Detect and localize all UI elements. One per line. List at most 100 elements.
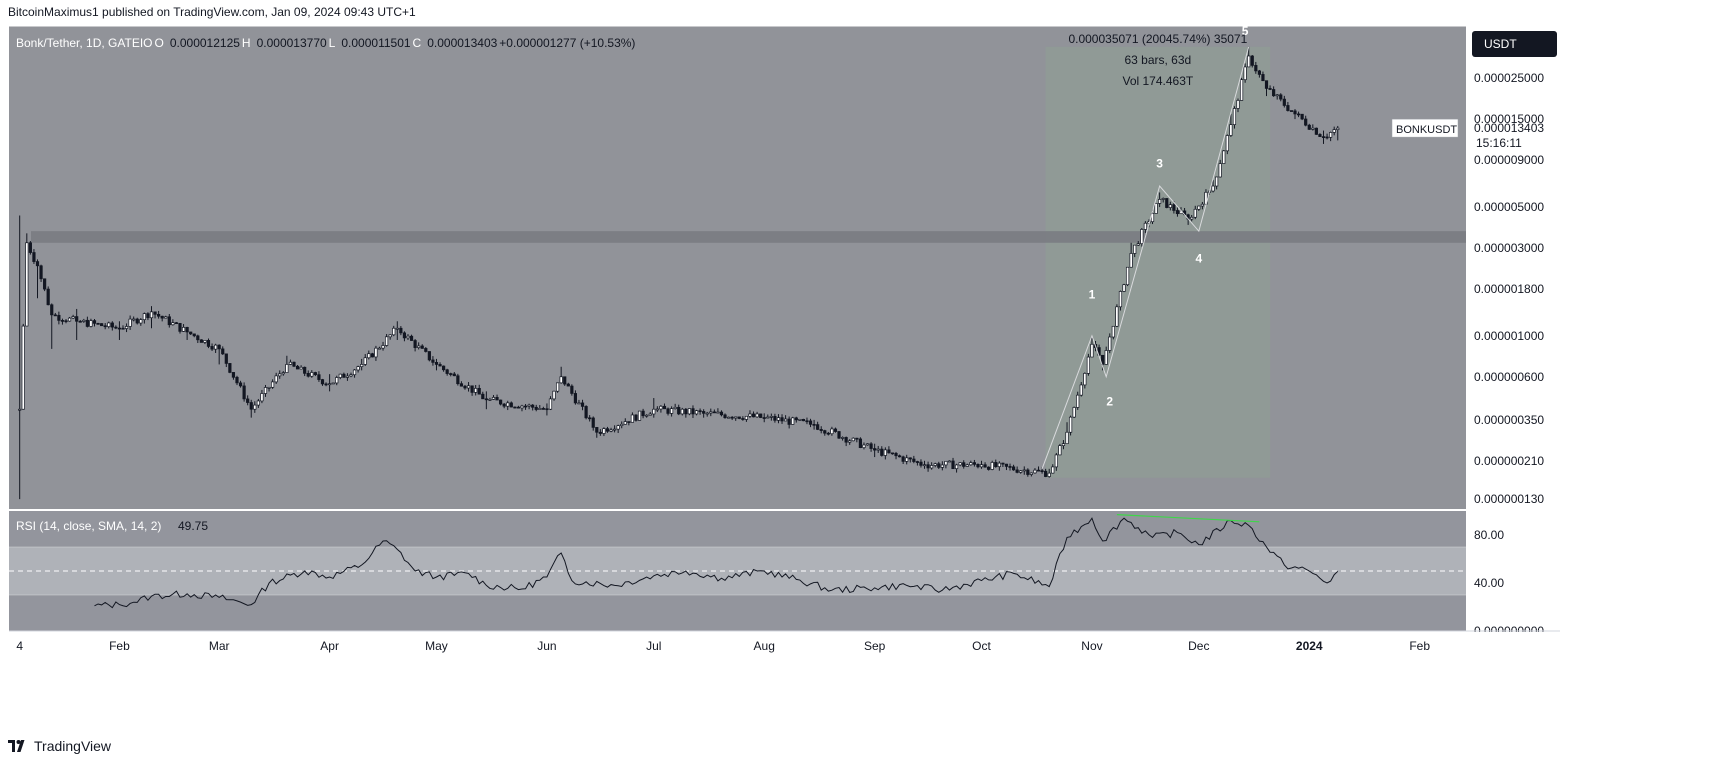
candle-body [830,428,834,435]
rsi-line [94,517,1339,609]
candle-body [1257,70,1261,75]
candle-body [566,383,570,387]
candle-body [442,365,446,371]
candle-body [840,437,845,439]
candle-body [488,398,492,401]
candle-body [997,462,1001,468]
candle-body [538,408,542,410]
candle-body [912,458,916,462]
candle-body [310,372,314,377]
wave-path [1041,46,1250,469]
candle-body [278,373,282,377]
candle-body [470,385,474,393]
candle-body [221,348,225,355]
candle-body [139,319,143,324]
symbol-title[interactable]: Bonk/Tether, 1D, GATEIO [16,36,153,50]
candle-body [267,386,271,389]
resistance-zone[interactable] [31,231,1466,243]
wave-label-4: 4 [1195,252,1202,266]
candle-body [673,406,677,409]
rsi-legend[interactable]: RSI (14, close, SMA, 14, 2) [16,519,161,533]
candle-body [541,408,545,410]
candle-body [28,242,32,253]
time-tick-label: May [425,639,448,653]
candle-body [132,318,136,321]
candle-body [1239,79,1244,101]
time-axis [9,632,1560,660]
candle-body [794,417,798,421]
candle-body [192,333,196,337]
candle-body [666,408,670,414]
candle-body [199,339,203,343]
candle-body [43,278,47,290]
currency-button-label[interactable]: USDT [1484,37,1517,51]
candle-body [82,319,86,322]
rsi-legend-value: 49.75 [178,519,208,533]
candle-body [103,325,107,328]
candle-body [181,327,186,332]
candle-body [320,379,325,385]
candle-body [958,462,962,466]
measure-line-2: 63 bars, 63d [1124,53,1191,67]
candle-body [773,416,777,421]
candle-body [75,316,79,322]
candle-body [203,340,207,343]
candle-body [947,460,952,463]
candle-body [32,252,36,262]
candle-body [114,326,118,329]
candle-body [157,313,161,317]
publisher-line: BitcoinMaximus1 published on TradingView… [8,5,416,19]
candle-body [292,361,296,367]
symbol-tag [1391,118,1459,138]
candle-body [609,429,613,432]
candle-body [64,320,68,323]
candle-body [178,322,182,332]
candle-body [851,437,855,442]
candle-body [1111,325,1115,338]
price-tick-label: 0.000001000 [1474,329,1544,343]
time-tick-label: 4 [16,639,23,653]
candle-body [50,304,54,316]
tradingview-logo[interactable]: TradingView [8,738,111,754]
open-value: 0.000012125 [170,36,240,50]
candle-body [930,465,934,469]
price-tick-label: 0.000000130 [1474,492,1544,506]
candle-body [18,408,22,411]
candle-body [1044,470,1048,477]
candle-body [142,313,146,320]
candle-body [531,404,535,408]
candle-body [915,461,919,463]
candle-body [60,320,65,322]
price-tick-label: 0.000001800 [1474,282,1544,296]
candle-body [709,411,713,414]
candle-body [791,417,795,425]
candle-body [890,452,895,455]
candle-body [588,417,592,420]
candle-body [438,364,442,367]
candle-body [894,452,898,457]
candle-body [160,315,164,319]
candle-body [659,405,663,410]
candle-body [1040,470,1044,473]
candle-body [769,416,773,418]
candle-body [1068,416,1073,433]
measure-box[interactable] [1045,46,1271,478]
candle-body [228,363,232,373]
currency-button[interactable] [1472,31,1557,57]
candle-body [402,332,407,339]
candle-body [399,327,403,334]
candle-body [1129,253,1133,268]
candle-body [1079,384,1083,396]
candle-body [862,444,866,448]
candle-body [477,387,481,395]
rsi-divergence-line[interactable] [1116,514,1260,523]
candle-body [712,411,716,414]
candle-body [67,317,72,322]
footer-brand: TradingView [34,738,112,754]
candle-body [395,327,399,330]
candle-body [392,327,396,336]
price-tick-label: 0.000015000 [1474,112,1544,126]
candle-body [908,457,912,460]
candle-body [306,373,310,377]
